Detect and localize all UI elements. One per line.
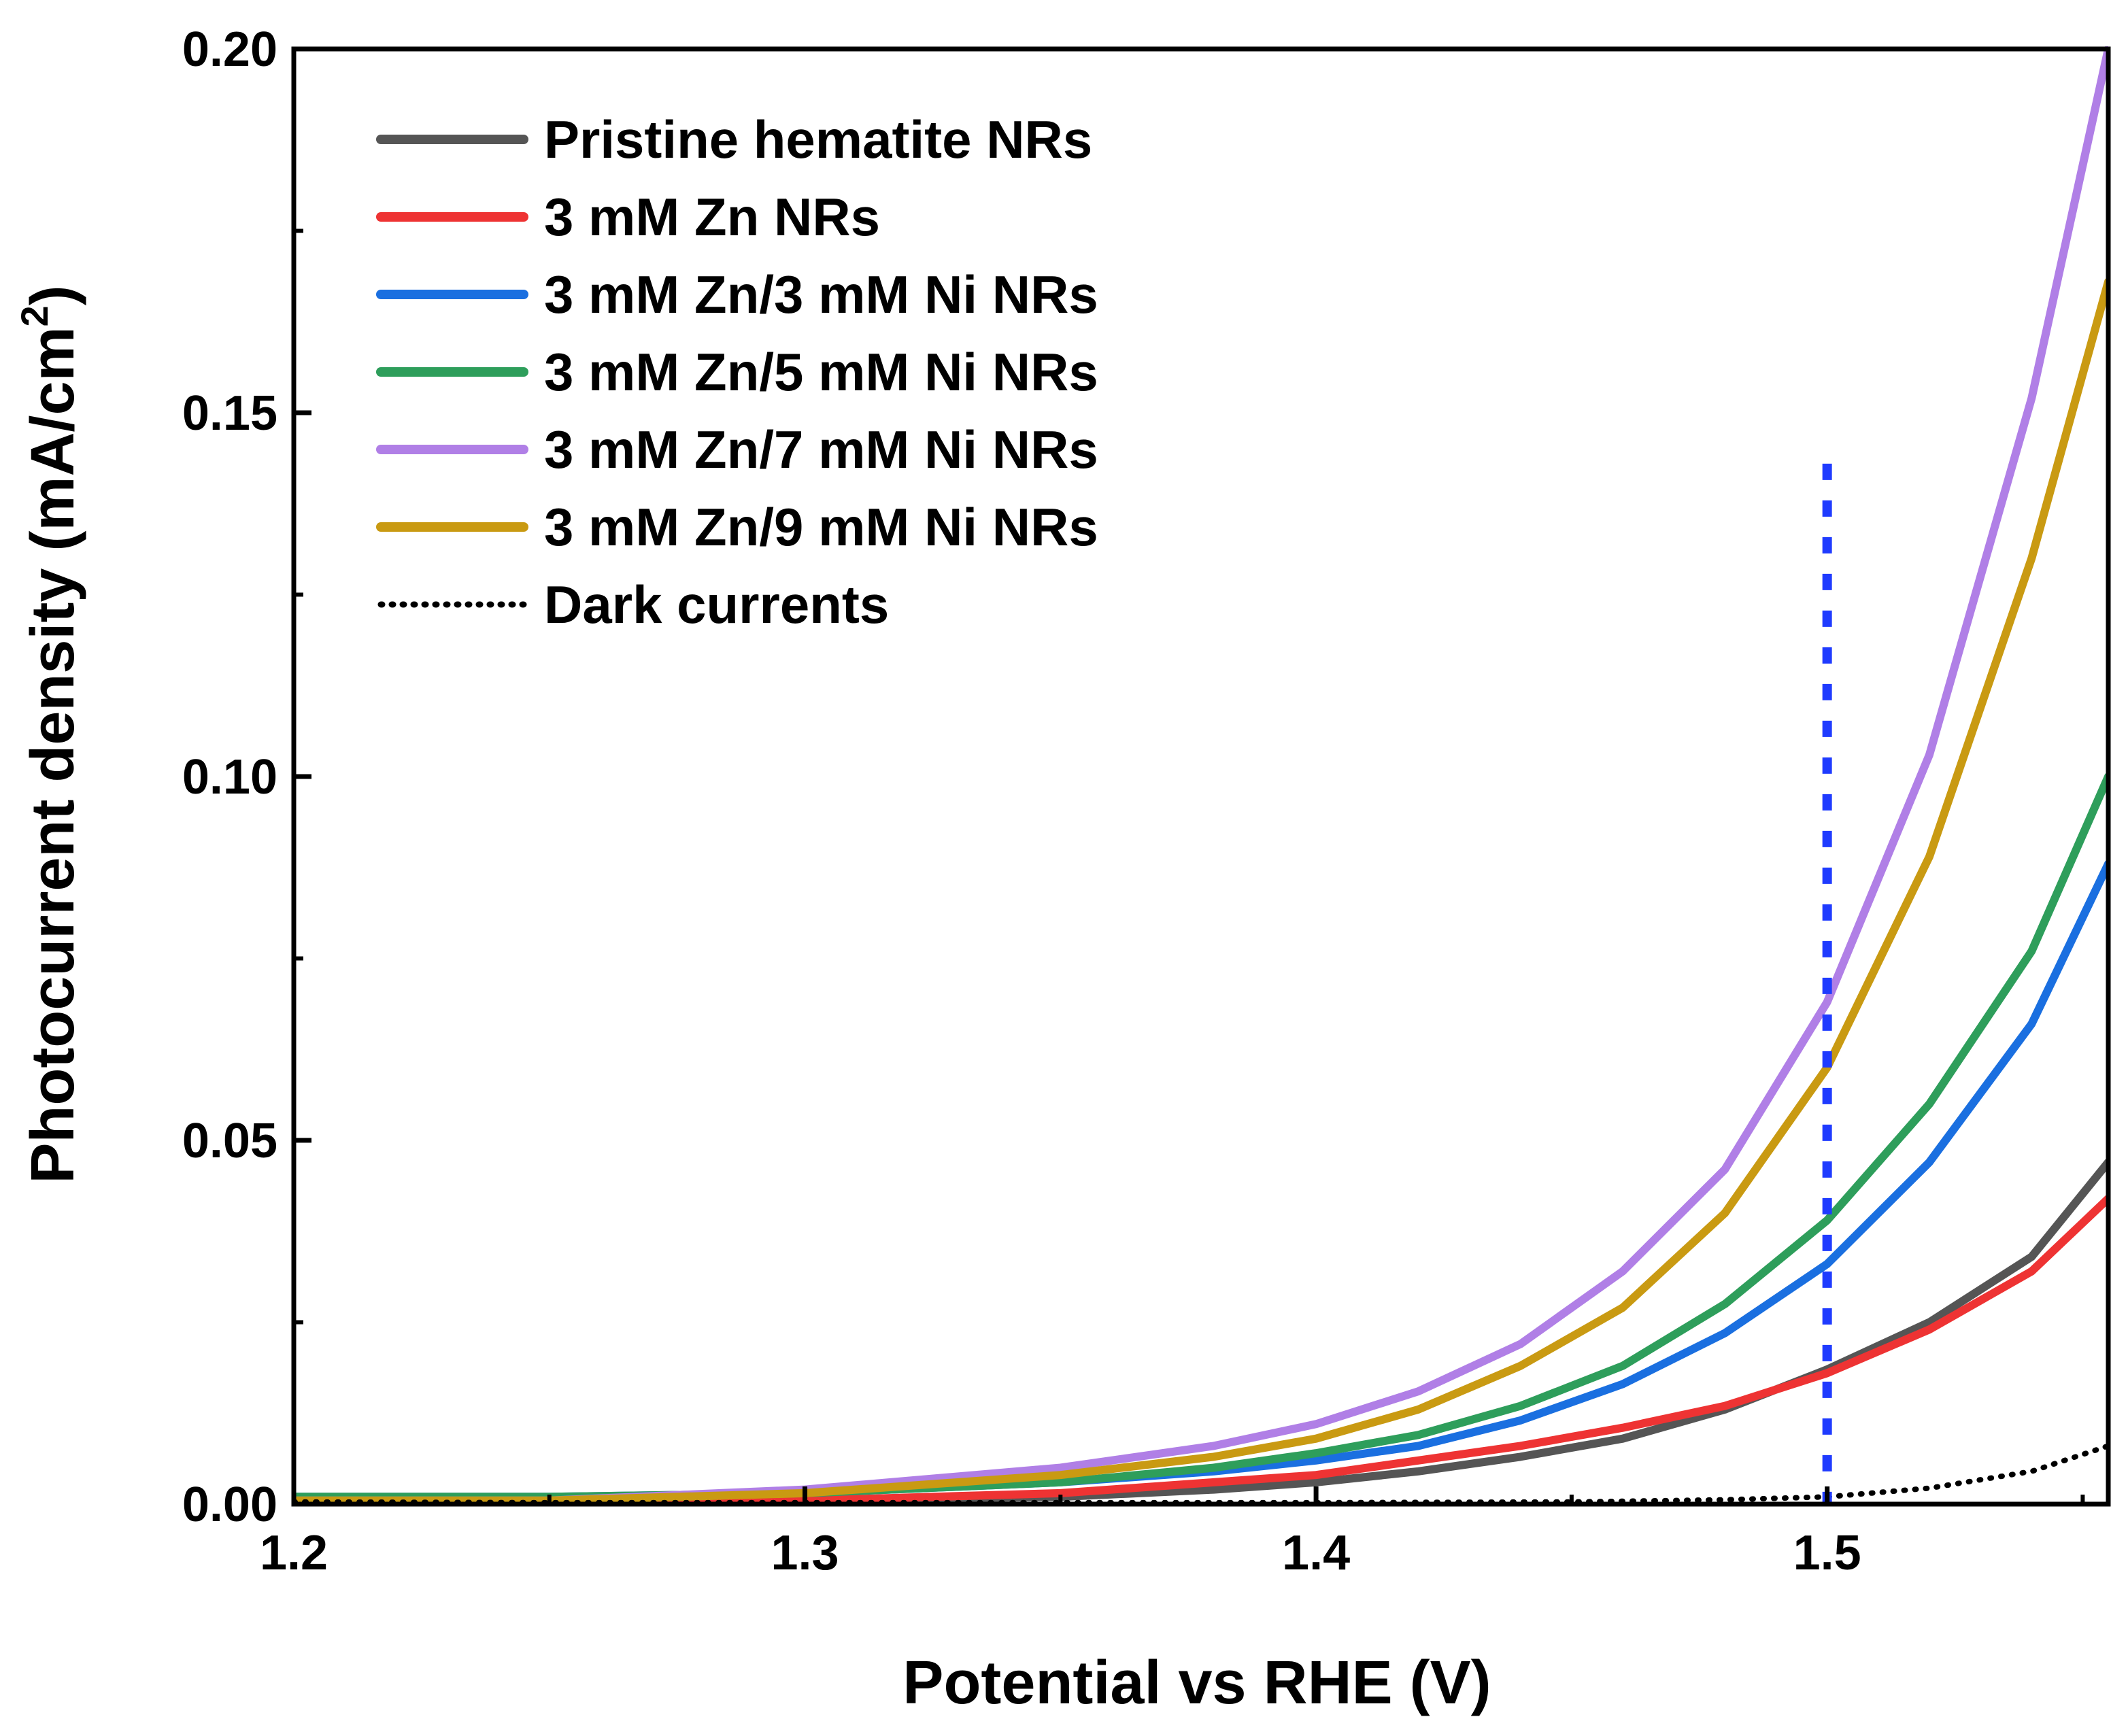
series-line-4 — [294, 772, 2108, 1501]
y-tick-label: 0.05 — [182, 1114, 277, 1168]
legend-label-4: 3 mM Zn/5 mM Ni NRs — [544, 342, 1098, 402]
y-tick-label: 0.00 — [182, 1478, 277, 1532]
y-tick-label: 0.15 — [182, 386, 277, 441]
axes: 1.2 1.3 1.4 1.5 0.00 0.05 0.10 0.15 0.20 — [182, 22, 2111, 1580]
x-tick-label: 1.4 — [1282, 1526, 1350, 1580]
y-tick-label: 0.20 — [182, 22, 277, 77]
series-line-2 — [294, 1194, 2108, 1504]
series-line-5 — [294, 46, 2108, 1504]
legend-label-2: 3 mM Zn NRs — [544, 187, 880, 247]
x-axis-title: Potential vs RHE (V) — [902, 1649, 1491, 1717]
y-axis-title: Photocurrent density (mA/cm2) — [13, 285, 87, 1183]
y-axis-title-close: ) — [19, 285, 87, 305]
y-axis-title-sup: 2 — [13, 305, 56, 326]
x-tick-label: 1.2 — [260, 1526, 328, 1580]
x-tick-label: 1.3 — [771, 1526, 839, 1580]
legend: Pristine hematite NRs 3 mM Zn NRs 3 mM Zn/… — [376, 109, 1098, 634]
legend-label-3: 3 mM Zn/3 mM Ni NRs — [544, 265, 1098, 324]
series-line-6 — [294, 277, 2108, 1504]
y-tick-label: 0.10 — [182, 750, 277, 804]
x-tick-label: 1.5 — [1793, 1526, 1861, 1580]
legend-label-7: Dark currents — [544, 575, 889, 634]
legend-label-5: 3 mM Zn/7 mM Ni NRs — [544, 420, 1098, 479]
legend-label-6: 3 mM Zn/9 mM Ni NRs — [544, 497, 1098, 557]
legend-label-1: Pristine hematite NRs — [544, 109, 1092, 169]
series-line-3 — [294, 860, 2108, 1501]
y-axis-title-main: Photocurrent density (mA/cm — [19, 326, 87, 1183]
